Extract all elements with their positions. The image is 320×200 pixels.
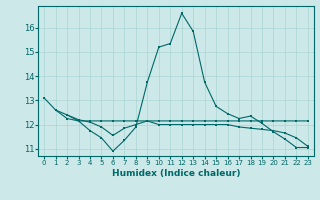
X-axis label: Humidex (Indice chaleur): Humidex (Indice chaleur)	[112, 169, 240, 178]
